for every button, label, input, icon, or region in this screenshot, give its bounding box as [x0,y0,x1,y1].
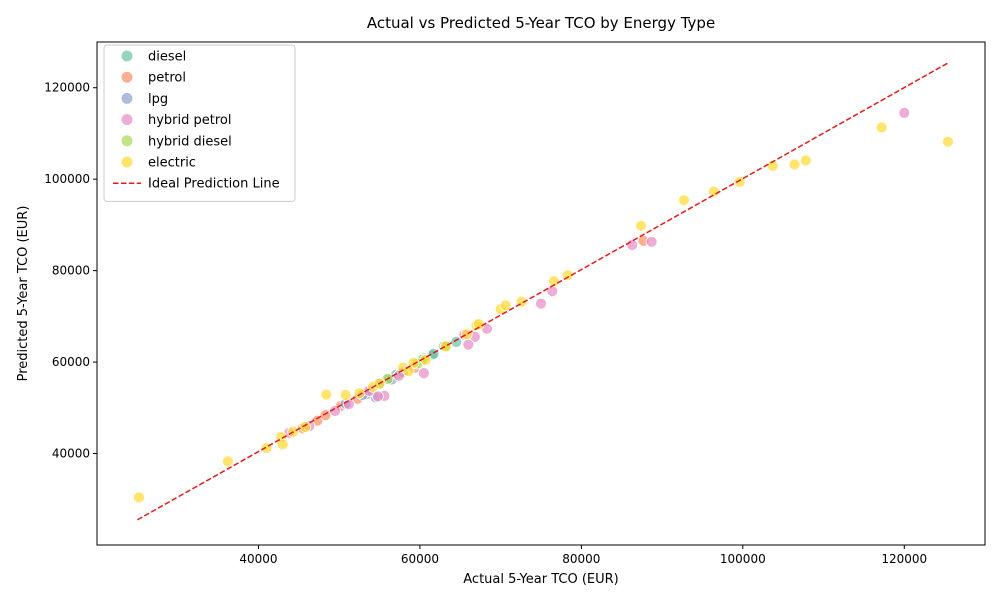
data-point [942,135,954,148]
legend-marker [121,92,133,104]
data-point [561,269,574,282]
data-point [635,219,647,232]
legend-item: petrol [121,71,186,86]
legend-label: diesel [148,50,186,65]
ideal-prediction-line [136,61,950,521]
data-point [733,175,746,188]
data-point [678,194,690,207]
x-tick-label: 80000 [562,552,600,566]
data-point [353,387,366,400]
legend-label: Ideal Prediction Line [148,177,280,192]
legend-label: hybrid diesel [148,134,232,149]
legend: diesel petrol lpg hybrid petrol hybrid diese… [103,44,296,202]
series-electric [133,121,954,504]
x-tick-label: 60000 [401,552,439,566]
data-point [339,389,352,401]
data-point [299,421,312,433]
data-point [898,107,911,119]
y-tick-label: 60000 [52,355,90,369]
legend-marker [121,71,133,83]
axis-ticks: 40000 60000 80000 100000 120000 40000 60000 800… [44,81,927,566]
y-tick-label: 80000 [52,264,90,278]
x-tick-label: 40000 [239,552,277,566]
data-point [329,405,342,417]
legend-item: diesel [121,50,186,65]
data-point [875,121,888,134]
data-point [645,235,658,248]
data-point [276,438,289,451]
data-point [417,367,430,380]
data-point [535,297,547,310]
x-tick-label: 100000 [720,552,766,566]
x-axis-label: Actual 5-Year TCO (EUR) [463,572,618,587]
data-point [626,239,639,251]
legend-item: lpg [121,92,168,107]
data-point [499,299,512,312]
data-point [462,338,475,351]
data-point [320,388,333,401]
y-tick-label: 40000 [52,447,90,461]
data-point [799,154,812,167]
legend-marker [121,114,133,126]
legend-marker [121,50,133,62]
data-point [766,159,779,172]
legend-label: petrol [148,71,186,86]
legend-item: Ideal Prediction Line [113,177,280,192]
chart-title: Actual vs Predicted 5-Year TCO by Energy… [367,14,715,32]
data-point [460,328,473,341]
data-point [439,340,452,353]
y-tick-label: 100000 [44,172,90,186]
data-point [371,390,384,403]
legend-marker [121,156,133,168]
data-point [788,158,801,171]
data-point [311,414,324,427]
legend-item: hybrid petrol [121,113,232,128]
legend-label: hybrid petrol [148,113,232,128]
y-axis-label: Predicted 5-Year TCO (EUR) [16,206,31,382]
legend-item: electric [121,156,196,171]
legend-box [103,44,296,202]
x-tick-label: 120000 [881,552,927,566]
data-point [546,285,559,298]
data-point [221,455,234,468]
legend-label: electric [148,156,196,171]
data-point [707,185,720,198]
plot-frame [96,41,986,546]
legend-marker [121,135,133,147]
plot-area [133,61,954,521]
legend-label: lpg [148,92,168,107]
legend-item: hybrid diesel [121,134,232,149]
data-point [133,491,145,504]
y-tick-label: 120000 [44,81,90,95]
